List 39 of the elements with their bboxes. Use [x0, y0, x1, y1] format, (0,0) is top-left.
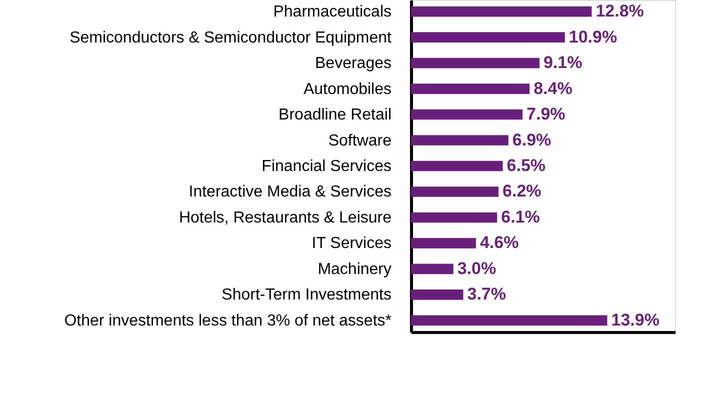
y-tick-label: Automobiles [303, 80, 392, 98]
y-tick-label: Machinery [318, 260, 392, 278]
y-tick-label: Other investments less than 3% of net assets* [64, 312, 392, 330]
bar [411, 212, 498, 223]
bar [411, 6, 592, 17]
y-tick-label: Pharmaceuticals [273, 4, 392, 21]
bar [411, 109, 523, 120]
data-label: 6.9% [512, 130, 552, 150]
bar [411, 84, 530, 94]
data-label: 12.8% [596, 2, 644, 21]
data-label: 10.9% [568, 27, 618, 46]
data-label: 8.4% [534, 78, 572, 98]
y-tick-label: Hotels, Restaurants & Leisure [178, 209, 392, 226]
y-tick-label: IT Services [312, 235, 392, 252]
bar [411, 160, 503, 172]
bar [411, 186, 499, 197]
y-tick-label: Broadline Retail [278, 106, 392, 124]
bar [411, 135, 508, 146]
data-label: 4.6% [480, 233, 519, 252]
data-label: 13.9% [611, 310, 660, 330]
bar [411, 315, 608, 326]
data-label: 6.5% [506, 156, 546, 175]
data-label: 6.2% [502, 182, 542, 201]
data-label: 9.1% [543, 53, 582, 72]
data-label: 3.0% [457, 258, 496, 278]
bar [411, 58, 540, 68]
bar [411, 32, 565, 42]
y-tick-label: Short-Term Investments [222, 286, 392, 304]
data-label: 6.1% [501, 207, 540, 226]
data-label: 3.7% [467, 284, 506, 304]
y-tick-label: Software [328, 132, 392, 150]
y-tick-label: Beverages [315, 55, 392, 72]
bar [411, 290, 464, 300]
y-tick-label: Financial Services [262, 158, 392, 175]
bar [411, 264, 454, 274]
bar [411, 238, 476, 248]
y-tick-label: Semiconductors & Semiconductor Equipment [70, 29, 392, 46]
y-tick-label: Interactive Media & Services [188, 184, 392, 201]
data-label: 7.9% [526, 104, 566, 124]
